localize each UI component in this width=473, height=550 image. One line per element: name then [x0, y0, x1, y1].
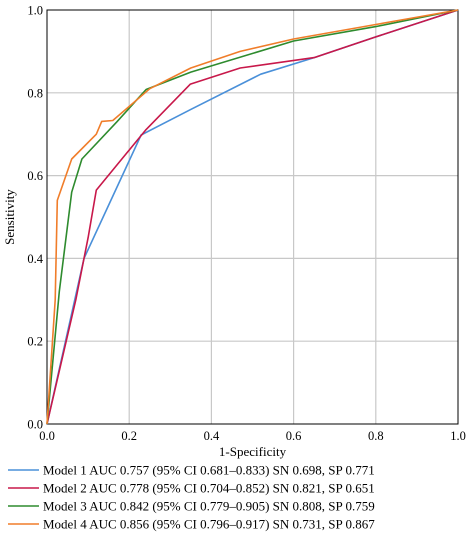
roc-curve-model-3 [46, 9, 459, 425]
y-tick-label: 0.6 [27, 169, 43, 183]
x-tick-label: 0.2 [121, 429, 137, 443]
roc-curves [46, 9, 459, 425]
x-tick-label: 1.0 [450, 429, 466, 443]
legend-entry-model-3: Model 3 AUC 0.842 (95% CI 0.779–0.905) S… [43, 499, 375, 514]
y-tick-label: 0.0 [27, 418, 43, 432]
x-tick-label: 0.4 [204, 429, 220, 443]
roc-curve-model-4 [46, 9, 459, 425]
y-tick-label: 0.8 [27, 86, 43, 100]
legend-entry-model-4: Model 4 AUC 0.856 (95% CI 0.796–0.917) S… [43, 517, 375, 532]
x-axis-label: 1-Specificity [219, 444, 287, 459]
x-tick-label: 0.8 [368, 429, 384, 443]
plot-frame [46, 9, 459, 425]
roc-curve-model-2 [46, 9, 459, 425]
x-axis-ticks: 0.0 0.2 0.4 0.6 0.8 1.0 [39, 429, 466, 443]
legend: Model 1 AUC 0.757 (95% CI 0.681–0.833) S… [8, 463, 375, 532]
x-tick-label: 0.0 [39, 429, 55, 443]
legend-entry-model-2: Model 2 AUC 0.778 (95% CI 0.704–0.852) S… [43, 481, 375, 496]
grid-lines [47, 10, 458, 424]
legend-entry-model-1: Model 1 AUC 0.757 (95% CI 0.681–0.833) S… [43, 463, 375, 478]
y-axis-label: Sensitivity [2, 189, 17, 245]
y-tick-label: 0.2 [27, 335, 43, 349]
roc-curve-model-1 [46, 9, 459, 425]
y-tick-label: 1.0 [27, 4, 43, 18]
y-tick-label: 0.4 [27, 252, 43, 266]
y-axis-ticks: 0.0 0.2 0.4 0.6 0.8 1.0 [27, 4, 43, 432]
x-tick-label: 0.6 [286, 429, 302, 443]
